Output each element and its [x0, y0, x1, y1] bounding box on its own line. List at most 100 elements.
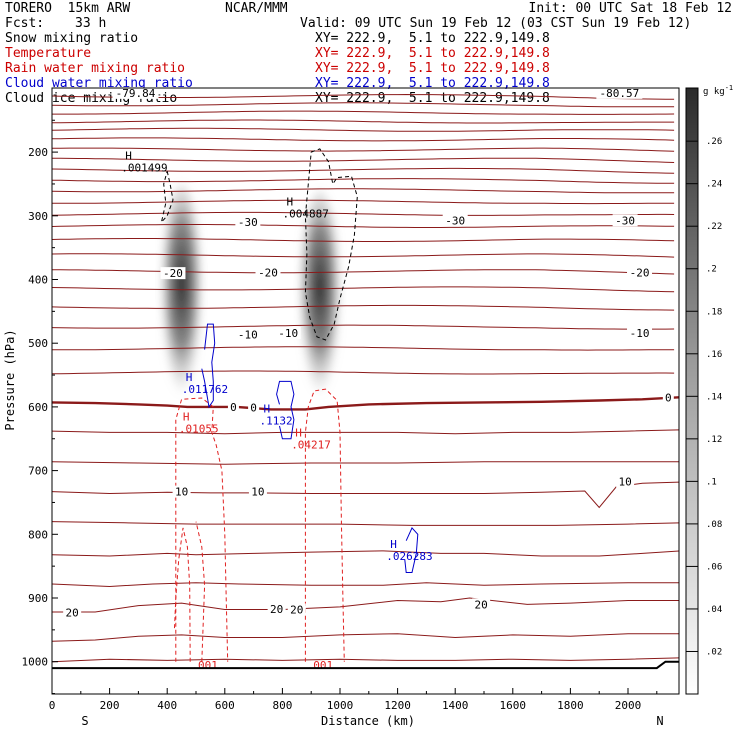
temperature-label-bg-16: [248, 485, 267, 498]
temperature-label-bg-17: [616, 475, 635, 488]
x-tick-label-1400: 1400: [442, 699, 469, 712]
temperature-label-4: -30: [445, 214, 465, 227]
temperature-contour-upper-20: [52, 324, 675, 330]
temperature-contour-upper-3: [52, 110, 675, 115]
y-axis: 200 300 400 500 600 700 800 900 1000: [22, 119, 58, 695]
valid-time: Valid: 09 UTC Sun 19 Feb 12 (03 CST Sun …: [300, 16, 692, 31]
temperature-contour-upper-10: [52, 178, 675, 184]
init-time: Init: 00 UTC Sat 18 Feb 12: [528, 1, 733, 16]
temperature-label-8: -20: [630, 266, 650, 279]
colorbar-tick-label-2: .04: [706, 605, 722, 615]
cloud-water-contour-1: [201, 323, 216, 409]
x-tick-label-600: 600: [215, 699, 235, 712]
y-tick-label-500: 500: [28, 337, 48, 350]
max-value-3: .011762: [182, 383, 228, 396]
rain-contour-3: [304, 388, 345, 662]
max-marker-1: H: [125, 150, 132, 163]
max-marker-5: H: [264, 402, 271, 415]
y-tick-label-800: 800: [28, 528, 48, 541]
temperature-label-2: -79.84: [116, 87, 156, 100]
temperature-label-bg-10: [275, 327, 301, 340]
legend-xy-snow: XY= 222.9, 5.1 to 222.9,149.8: [315, 31, 550, 46]
colorbar-tick-label-3: .06: [706, 562, 722, 572]
temperature-label-14: 0: [665, 391, 672, 404]
temperature-contour-upper-4: [52, 119, 675, 124]
colorbar-tick-label-7: .14: [706, 392, 722, 402]
temperature-label-16: 10: [251, 486, 264, 499]
y-tick-label-900: 900: [28, 592, 48, 605]
y-axis-label: Pressure (hPa): [3, 329, 17, 430]
x-axis: 0 200 400 600 800 1000 1200 1400 1600 1800 2000: [49, 688, 658, 712]
colorbar-tick-label-9: .18: [706, 307, 722, 317]
temperature-label-bg-20: [287, 603, 306, 616]
colorbar-tick-label-4: .08: [706, 520, 722, 530]
temperature-contour-upper-13: [52, 211, 675, 216]
colorbar-tick-label-6: .12: [706, 435, 722, 445]
colorbar-unit-exponent: -1: [725, 84, 733, 92]
center-name: NCAR/MMM: [225, 1, 288, 16]
temperature-contour-lower-8: [52, 633, 679, 642]
temperature-label-bg-8: [627, 266, 653, 279]
temperature-label-bg-18: [63, 606, 82, 619]
temperature-contour-upper-11: [52, 188, 675, 194]
temperature-label-1: -80.57: [599, 87, 639, 100]
temperature-label-bg-9: [235, 328, 261, 341]
y-tick-label-300: 300: [28, 210, 48, 223]
legend-name-rain: Rain water mixing ratio: [5, 61, 186, 76]
temperature-contour-upper-18: [52, 286, 675, 293]
max-value-6: .04217: [291, 439, 331, 452]
legend-name-snow: Snow mixing ratio: [5, 31, 139, 46]
x-tick-label-2000: 2000: [615, 699, 642, 712]
temperature-contour-lower-7: [52, 597, 679, 613]
temperature-contour-upper-8: [52, 157, 675, 163]
max-value-1: .001499: [121, 162, 167, 175]
rain-water-contours: [173, 388, 345, 662]
ground-line: [52, 660, 679, 670]
max-marker-4: H: [183, 411, 190, 424]
legend-row-temperature: Temperature: [5, 47, 91, 61]
colorbar: [685, 87, 699, 695]
max-marker-2: H: [287, 195, 294, 208]
right-end-label: N: [656, 714, 663, 728]
temperature-label-bg-15: [172, 485, 191, 498]
x-tick-label-1600: 1600: [500, 699, 527, 712]
colorbar-tick-label-13: .26: [706, 137, 722, 147]
temperature-contour-lower-9: [52, 657, 679, 663]
x-tick-label-1800: 1800: [557, 699, 584, 712]
temperature-label-bg-12: [227, 400, 239, 413]
y-tick-label-1000: 1000: [22, 656, 49, 669]
forecast-label: Fcst:: [5, 16, 45, 31]
legend-xy-cloud-water: XY= 222.9, 5.1 to 222.9,149.8: [315, 76, 550, 91]
contour-value-label-2: .001: [307, 659, 334, 672]
contour-value-label-1: .001: [191, 659, 218, 672]
x-tick-label-200: 200: [100, 699, 120, 712]
x-tick-label-0: 0: [49, 699, 56, 712]
temperature-contour-lower-5: [52, 550, 679, 557]
temperature-contour-lower-1: [52, 429, 679, 435]
temperature-contour-upper-17: [52, 269, 675, 275]
x-tick-label-400: 400: [157, 699, 177, 712]
temperature-label-bg-4: [442, 214, 468, 227]
contour-labels: -80.57 -79.84 -30 -30 -30 -20 -20 -20 -10 -10 -10 0…: [63, 87, 674, 672]
rain-contour-1: [175, 397, 229, 662]
colorbar-tick-label-1: .02: [706, 647, 722, 657]
colorbar-ticks: .02 .04 .06 .08 .1 .12 .14 .16 .18 .2 .22 .24 .26: [686, 137, 722, 657]
temperature-contour-upper-7: [52, 147, 675, 152]
colorbar-tick-label-8: .16: [706, 350, 722, 360]
colorbar-tick-label-5: .1: [706, 477, 717, 487]
colorbar-tick-label-11: .22: [706, 222, 722, 232]
y-tick-label-200: 200: [28, 146, 48, 159]
legend-name-temperature: Temperature: [5, 46, 92, 61]
temperature-label-bg-6: [160, 267, 186, 280]
temperature-label-13: 0: [250, 402, 257, 415]
temperature-contour-upper-5: [52, 127, 675, 132]
x-tick-label-1000: 1000: [327, 699, 354, 712]
temperature-label-18: 20: [66, 607, 79, 620]
snow-plume-2: [297, 190, 342, 407]
temperature-label-7: -20: [258, 266, 278, 279]
left-end-label: S: [81, 714, 88, 728]
max-value-7: .026283: [386, 550, 432, 563]
temperature-label-9: -10: [238, 328, 258, 341]
